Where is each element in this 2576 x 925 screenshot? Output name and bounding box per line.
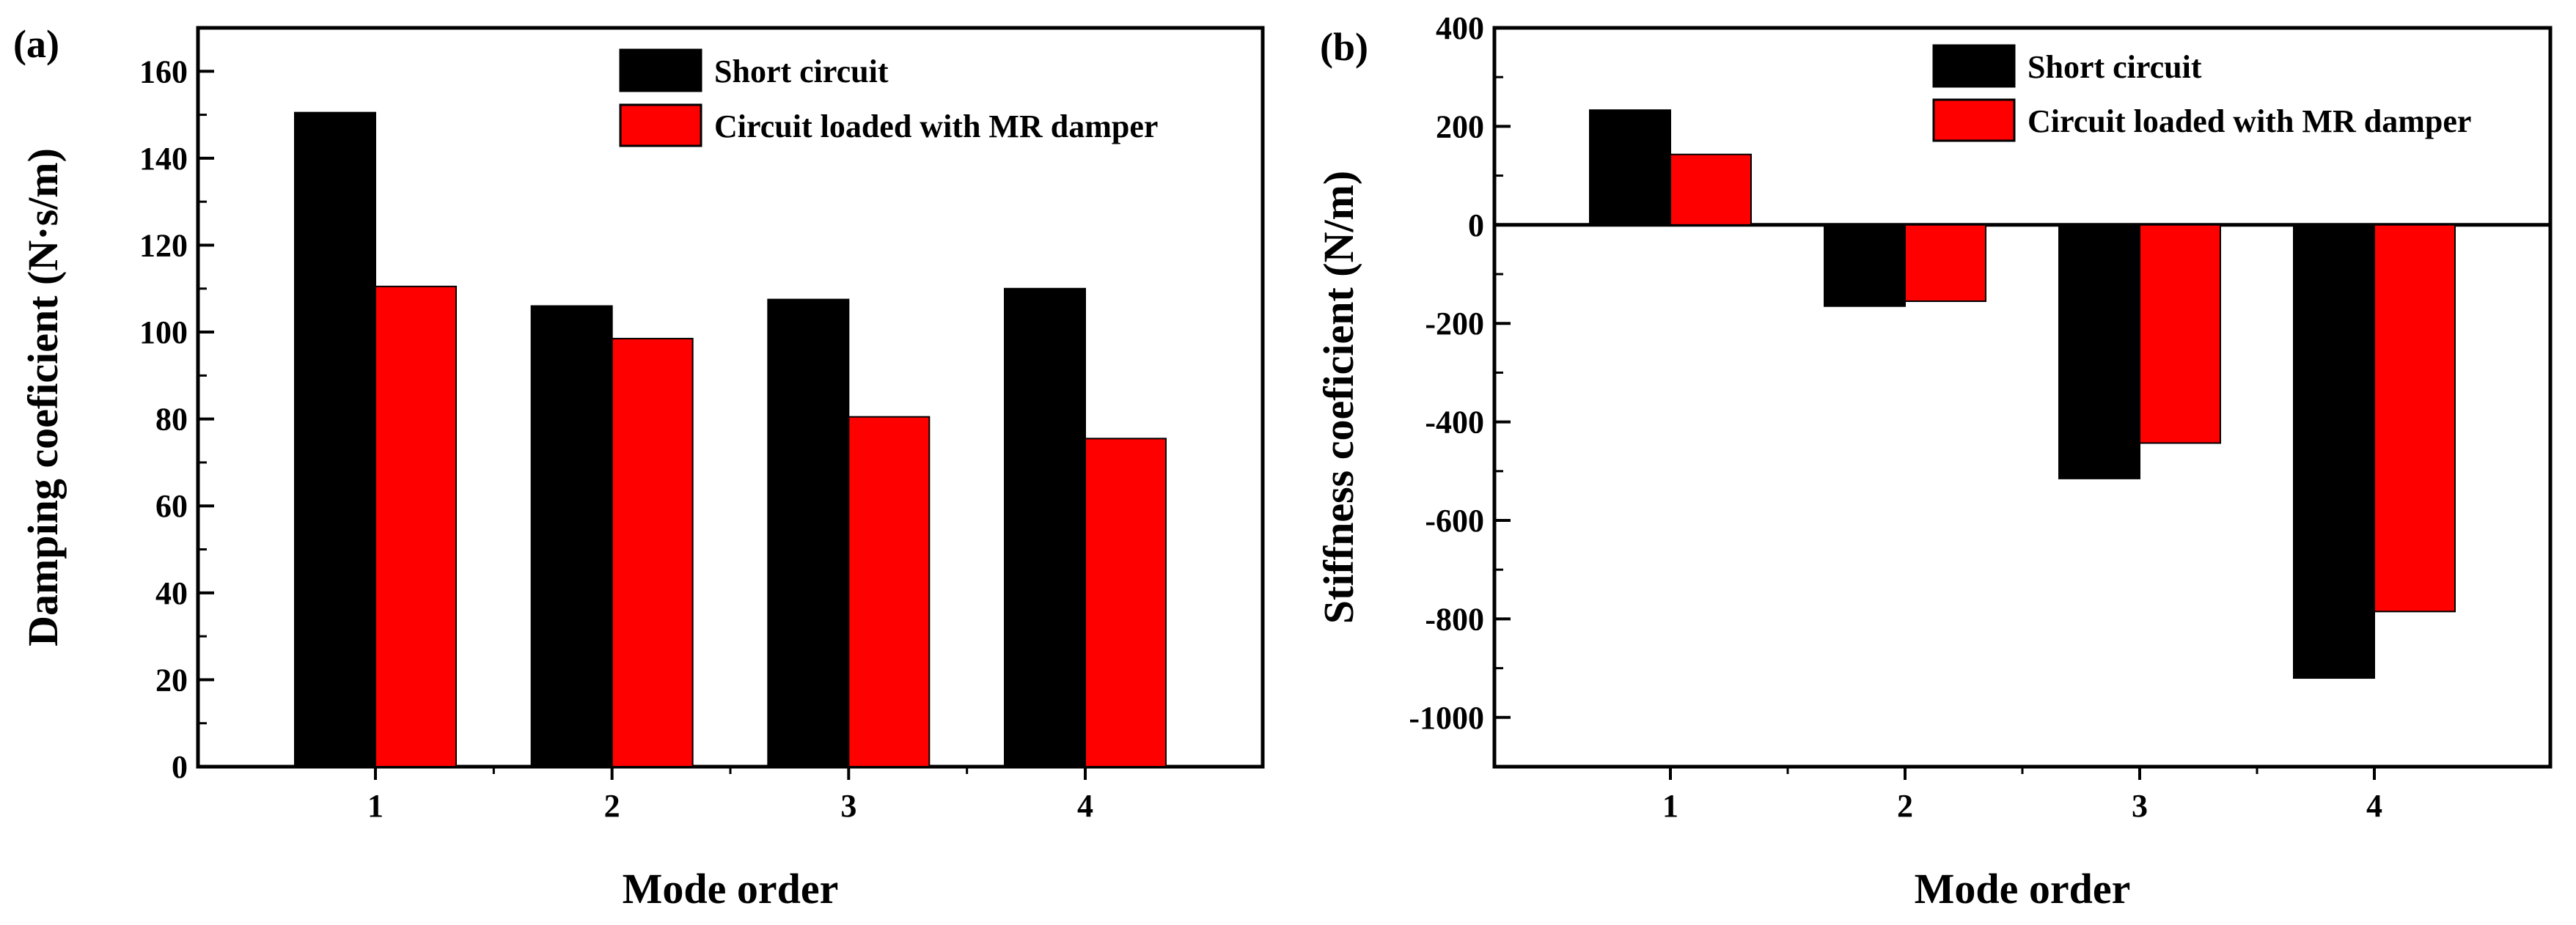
panel-b-x-tick-label: 1 [1662, 788, 1678, 824]
panel-a-bar-mr-damper-mode-3 [848, 416, 931, 768]
panel-a-legend-label-mr-damper: Circuit loaded with MR damper [714, 108, 1158, 144]
panel-b-y-ticks: -1000 -800 -600 -400 -200 0 200 400 [1409, 10, 1511, 768]
panel-b-y-tick-label: -800 [1425, 601, 1484, 637]
panel-b-bar-short-circuit-mode-2 [1824, 224, 1906, 307]
panel-b-label: (b) [1320, 25, 1368, 69]
panel-b-bars [1589, 109, 2456, 679]
panel-b-y-tick-label: -200 [1425, 306, 1484, 342]
panel-b-y-tick-label: -400 [1425, 405, 1484, 441]
panel-a-legend-swatch-mr-damper [619, 103, 702, 147]
panel-b-x-tick-label: 2 [1897, 788, 1913, 824]
panel-b-x-tick-label: 3 [2132, 788, 2148, 824]
panel-b-legend-swatch-mr-damper [1932, 98, 2016, 142]
panel-a-x-tick-label: 2 [604, 788, 620, 824]
panel-a-y-ticks: 0 20 40 60 80 100 120 140 160 [139, 26, 214, 785]
panel-b-bar-mr-damper-mode-4 [2374, 224, 2456, 613]
panel-a-bar-mr-damper-mode-2 [611, 337, 694, 767]
panel-b-x-tick-label: 4 [2366, 788, 2382, 824]
panel-b-bar-mr-damper-mode-2 [1904, 224, 1986, 302]
panel-b-legend-label-mr-damper: Circuit loaded with MR damper [2028, 103, 2471, 139]
panel-a-y-tick-label: 80 [155, 402, 188, 438]
panel-a-bar-short-circuit-mode-2 [530, 305, 613, 767]
panel-a-bar-short-circuit-mode-4 [1004, 287, 1086, 767]
panel-a-y-axis-title: Damping coeficient (N·s/m) [19, 148, 67, 646]
panel-b-x-axis-title: Mode order [1915, 865, 2131, 913]
panel-b-bar-mr-damper-mode-1 [1670, 153, 1752, 226]
panel-a-x-tick-label: 3 [840, 788, 856, 824]
panel-a-y-tick-label: 160 [139, 54, 188, 89]
panel-a-damping-chart: (a) 0 20 40 60 80 100 120 140 160 1 2 3 4 Mode orde… [13, 22, 1265, 913]
panel-a-y-tick-label: 40 [155, 575, 188, 611]
panel-a-bar-short-circuit-mode-1 [294, 111, 376, 767]
panel-a-x-axis-title: Mode order [623, 865, 839, 913]
panel-a-x-ticks: 1 2 3 4 [367, 767, 1093, 824]
panel-a-legend-swatch-short-circuit [619, 48, 702, 92]
panel-a-legend: Short circuit Circuit loaded with MR dam… [619, 48, 1158, 147]
panel-b-y-axis-title: Stiffness coeficient (N/m) [1315, 171, 1362, 624]
panel-a-x-tick-label: 4 [1077, 788, 1093, 824]
panel-b-legend-label-short-circuit: Short circuit [2028, 49, 2202, 85]
panel-a-label: (a) [13, 22, 59, 66]
panel-b-x-ticks: 1 2 3 4 [1662, 767, 2382, 824]
panel-b-legend-swatch-short-circuit [1932, 44, 2016, 88]
panel-b-y-tick-label: 400 [1436, 10, 1484, 46]
panel-a-y-tick-label: 120 [139, 227, 188, 263]
panel-a-x-tick-label: 1 [367, 788, 384, 824]
panel-b-bar-short-circuit-mode-4 [2293, 224, 2375, 679]
panel-b-bar-mr-damper-mode-3 [2139, 224, 2221, 444]
panel-a-y-tick-label: 20 [155, 662, 188, 698]
panel-a-bar-mr-damper-mode-1 [375, 285, 457, 767]
panel-b-stiffness-chart: (b) -1000 -800 -600 -400 -200 0 200 400 1 2 3 4 Mo… [1315, 10, 2553, 913]
panel-a-y-tick-label: 60 [155, 488, 188, 524]
panel-b-y-tick-label: -1000 [1409, 700, 1484, 736]
panel-a-y-tick-label: 0 [172, 749, 188, 785]
panel-a-bars [294, 111, 1167, 768]
panel-a-bar-mr-damper-mode-4 [1085, 438, 1167, 767]
panel-b-y-tick-label: 200 [1436, 108, 1484, 144]
panel-b-y-tick-label: -600 [1425, 503, 1484, 539]
panel-a-bar-short-circuit-mode-3 [767, 298, 850, 767]
panel-a-legend-label-short-circuit: Short circuit [714, 54, 889, 89]
panel-a-y-tick-label: 100 [139, 314, 188, 350]
panel-b-y-tick-label: 0 [1468, 207, 1484, 243]
panel-b-legend: Short circuit Circuit loaded with MR dam… [1932, 44, 2471, 142]
panel-b-bar-short-circuit-mode-1 [1589, 109, 1671, 226]
panel-b-bar-short-circuit-mode-3 [2058, 224, 2140, 479]
panel-a-y-tick-label: 140 [139, 141, 188, 177]
